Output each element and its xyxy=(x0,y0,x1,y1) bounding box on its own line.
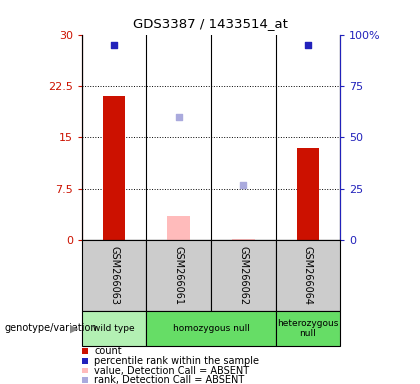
Point xyxy=(176,114,182,120)
Bar xyxy=(147,311,276,346)
Text: GDS3387 / 1433514_at: GDS3387 / 1433514_at xyxy=(133,17,287,30)
Bar xyxy=(168,216,190,240)
Text: GSM266064: GSM266064 xyxy=(303,246,313,305)
Bar xyxy=(82,240,147,311)
Text: GSM266063: GSM266063 xyxy=(109,246,119,305)
Text: rank, Detection Call = ABSENT: rank, Detection Call = ABSENT xyxy=(94,375,245,384)
Bar xyxy=(82,311,147,346)
Text: GSM266062: GSM266062 xyxy=(238,246,248,305)
Bar xyxy=(232,238,255,240)
Bar xyxy=(147,240,211,311)
Text: wild type: wild type xyxy=(93,324,135,333)
Text: value, Detection Call = ABSENT: value, Detection Call = ABSENT xyxy=(94,366,249,376)
Text: count: count xyxy=(94,346,122,356)
Bar xyxy=(276,311,340,346)
Text: heterozygous
null: heterozygous null xyxy=(277,319,339,338)
Point xyxy=(111,42,118,48)
Point xyxy=(240,182,247,188)
Text: genotype/variation: genotype/variation xyxy=(4,323,97,333)
Text: homozygous null: homozygous null xyxy=(173,324,249,333)
Text: percentile rank within the sample: percentile rank within the sample xyxy=(94,356,260,366)
Text: ▶: ▶ xyxy=(71,323,79,333)
Point xyxy=(304,42,311,48)
Bar xyxy=(297,147,319,240)
Bar xyxy=(276,240,340,311)
Text: GSM266061: GSM266061 xyxy=(174,246,184,305)
Bar xyxy=(103,96,126,240)
Bar xyxy=(211,240,276,311)
